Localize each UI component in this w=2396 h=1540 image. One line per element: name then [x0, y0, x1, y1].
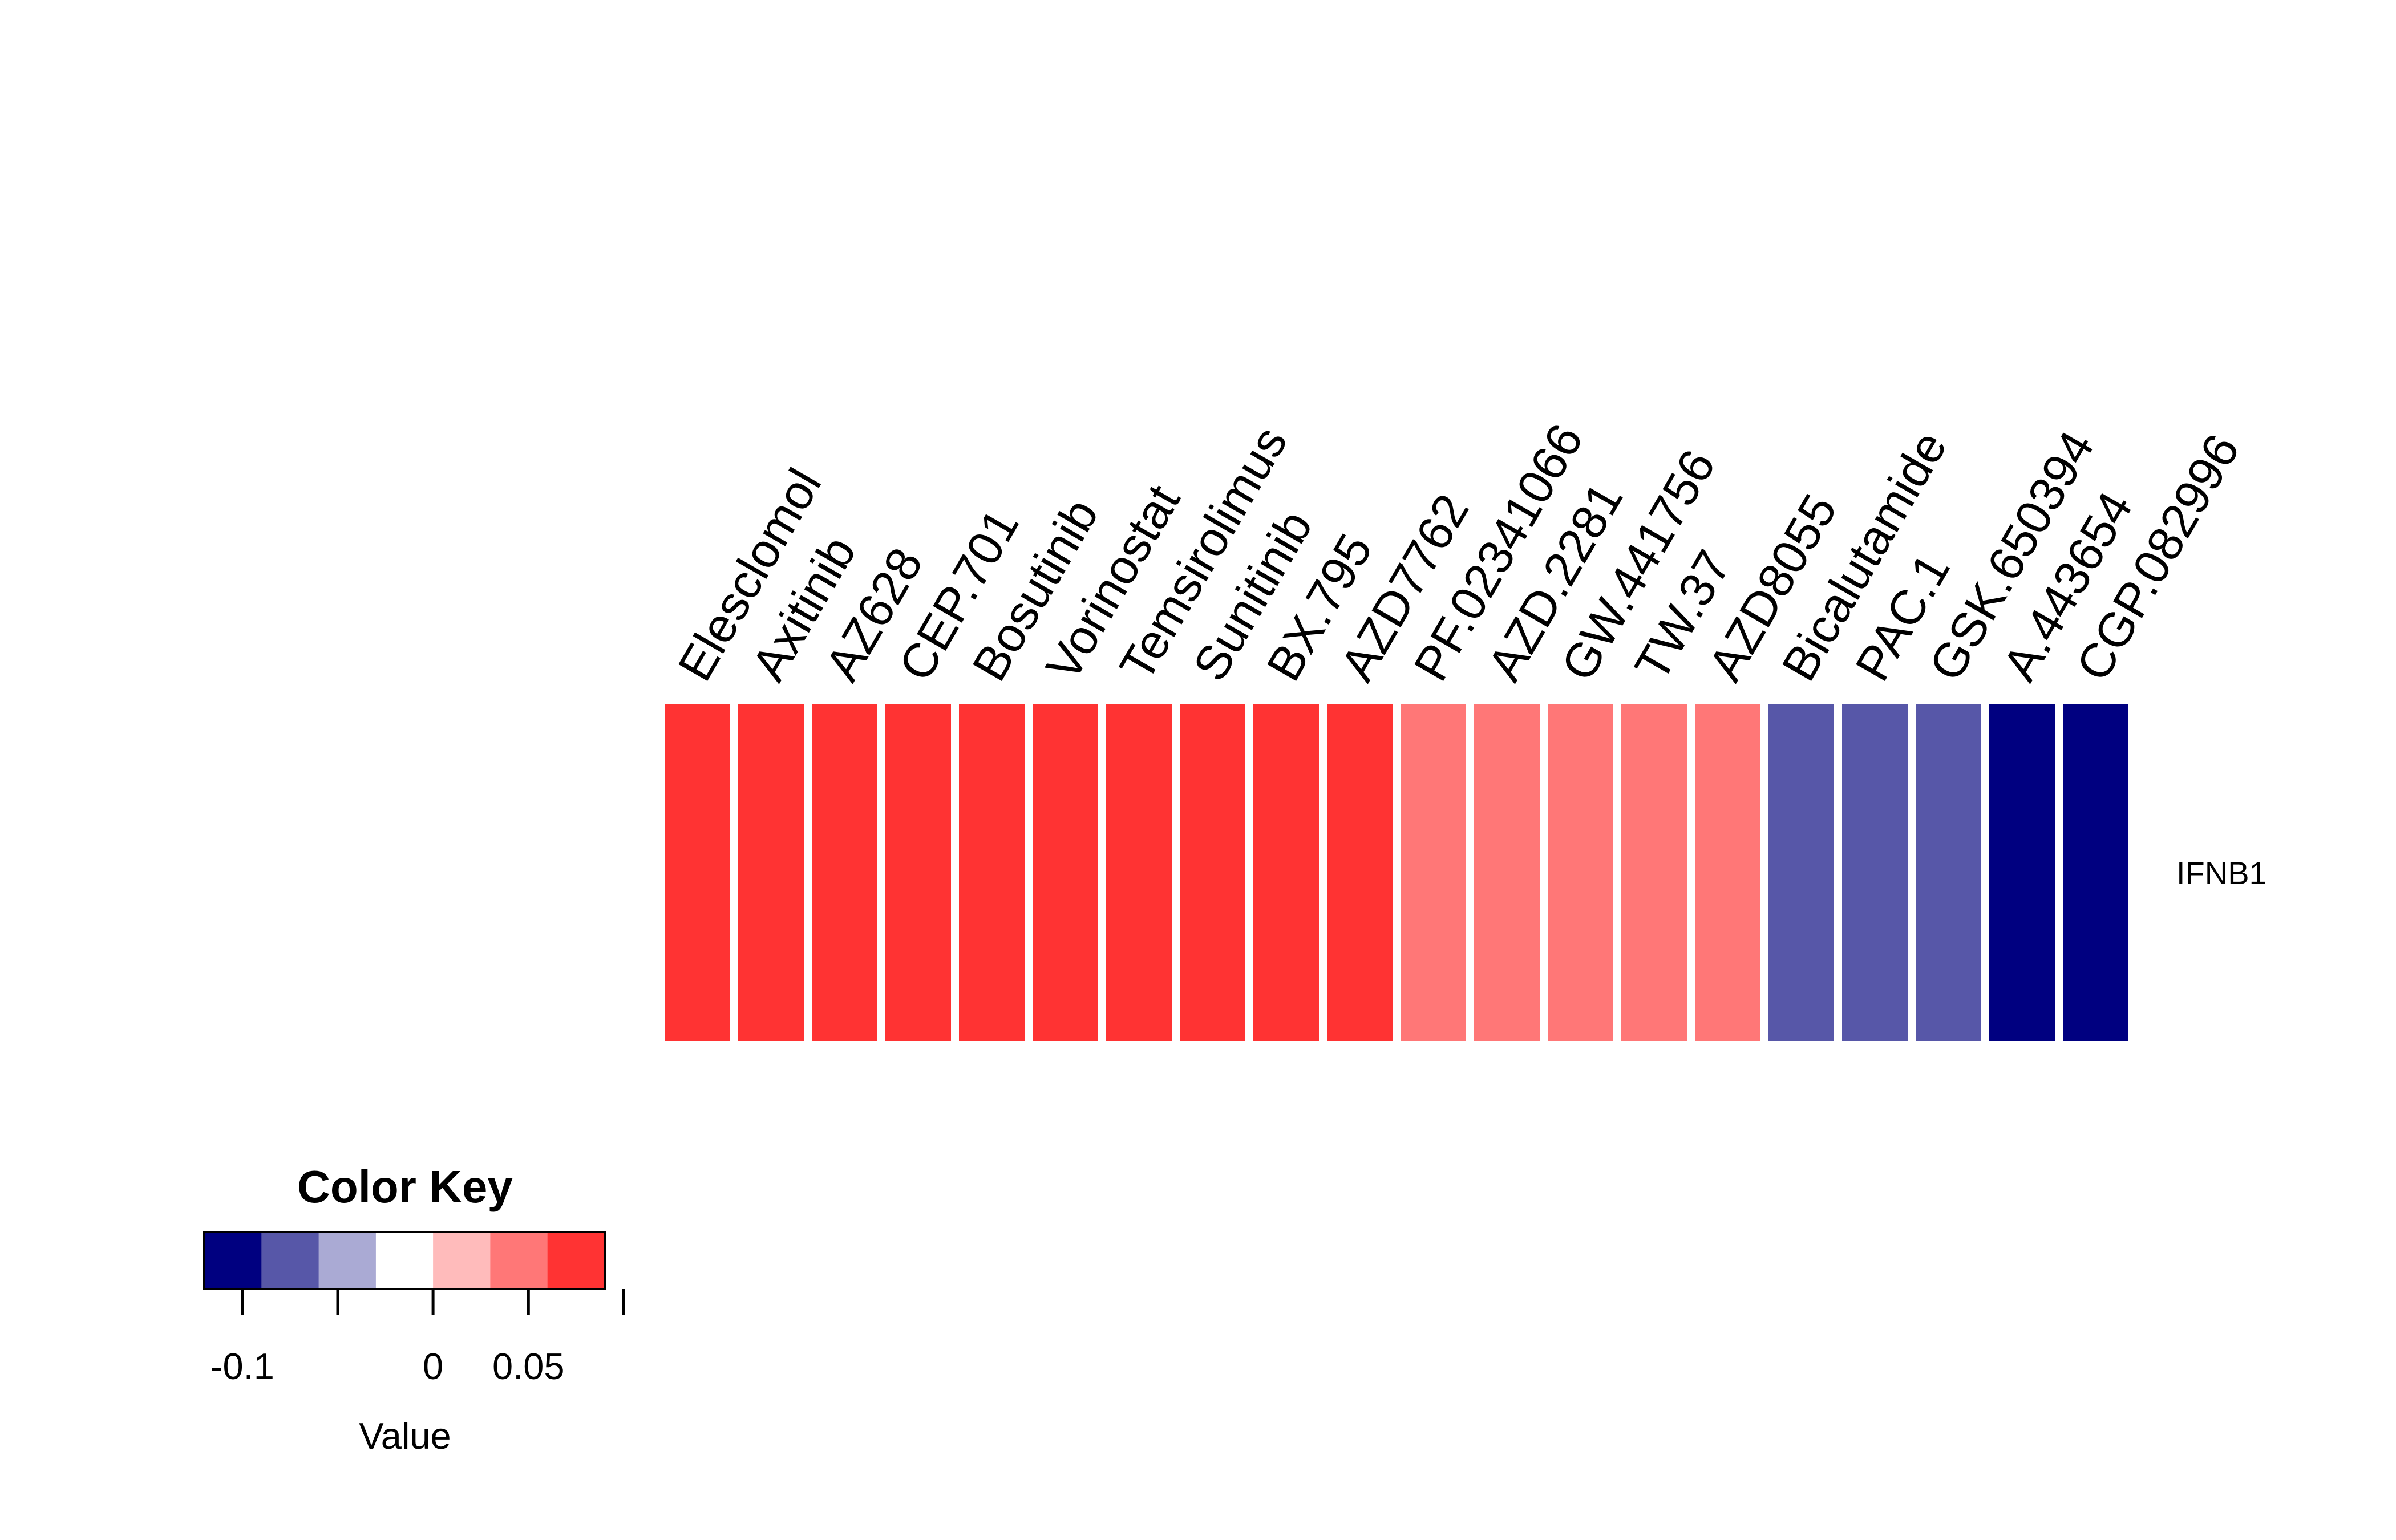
heatmap-cell	[1842, 704, 1908, 1041]
heatmap-cell	[665, 704, 730, 1041]
color-key-bin	[204, 1232, 262, 1289]
heatmap-cell	[1401, 704, 1466, 1041]
color-key-bin	[490, 1232, 548, 1289]
color-key-bin	[261, 1232, 319, 1289]
heatmap-cell	[1989, 704, 2055, 1041]
color-key-tick-label: 0	[423, 1346, 443, 1387]
heatmap-cell	[1621, 704, 1687, 1041]
color-key-bin	[318, 1232, 377, 1289]
color-key-tick-label: -0.1	[211, 1346, 274, 1387]
heatmap-cells	[665, 704, 2128, 1041]
color-key-bin	[547, 1232, 605, 1289]
color-key-bin	[433, 1232, 491, 1289]
heatmap-cell	[738, 704, 804, 1041]
heatmap-cell	[2063, 704, 2128, 1041]
column-labels: ElesclomolAxitinibAZ628CEP.701BosutinibV…	[668, 415, 2251, 690]
heatmap-cell	[1548, 704, 1613, 1041]
heatmap-cell	[1768, 704, 1834, 1041]
row-labels: IFNB1	[2176, 855, 2267, 891]
heatmap-cell	[1474, 704, 1540, 1041]
heatmap-cell	[1695, 704, 1760, 1041]
color-key: Color Key -0.1 0 0.05 Value	[203, 1161, 625, 1457]
heatmap-cell	[812, 704, 877, 1041]
color-key-title: Color Key	[297, 1161, 513, 1212]
color-key-ticks: -0.1 0 0.05	[211, 1289, 625, 1387]
color-key-tick-label: 0.05	[492, 1346, 565, 1387]
heatmap-cell	[1180, 704, 1245, 1041]
color-key-frame	[203, 1231, 606, 1290]
heatmap-cell	[1253, 704, 1319, 1041]
color-key-bins	[204, 1232, 605, 1289]
heatmap-cell	[1327, 704, 1393, 1041]
heatmap-cell	[1033, 704, 1098, 1041]
heatmap-cell	[1106, 704, 1172, 1041]
heatmap-cell	[885, 704, 951, 1041]
row-label: IFNB1	[2176, 855, 2267, 891]
heatmap-cell	[1916, 704, 1981, 1041]
heatmap-cell	[959, 704, 1025, 1041]
color-key-axis-label: Value	[359, 1415, 451, 1457]
color-key-bin	[375, 1232, 434, 1289]
